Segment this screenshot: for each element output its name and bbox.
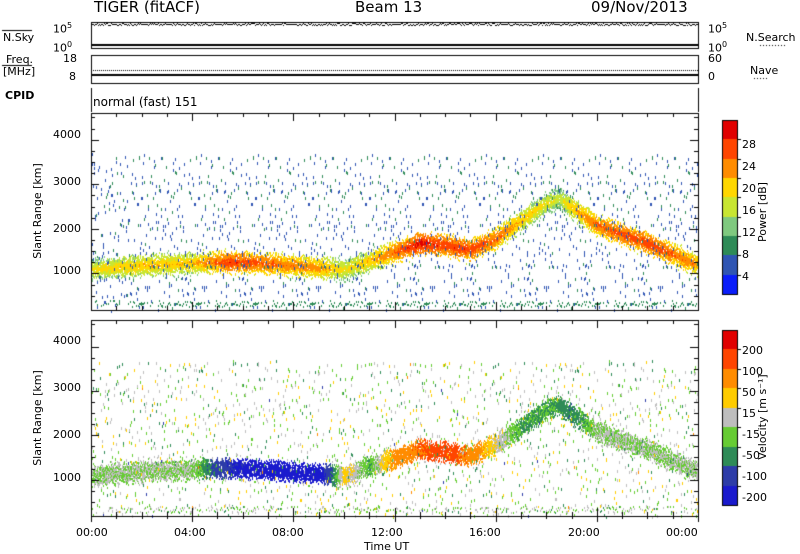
- power-cb-tick-20: 20: [742, 182, 756, 195]
- xtick-0800: 08:00: [272, 526, 304, 539]
- xtick-2400: 00:00: [666, 526, 698, 539]
- xtick-1200: 12:00: [371, 526, 403, 539]
- power-cb-tick-8: 8: [742, 248, 749, 261]
- velocity-colorbar-label: Velocity [m s⁻¹]: [756, 374, 769, 460]
- freq-tick-bottom: 8: [69, 70, 76, 83]
- beam-title: Beam 13: [355, 0, 423, 16]
- vel-ytick-4000: 4000: [53, 334, 81, 347]
- power-cb-tick-24: 24: [742, 160, 756, 173]
- radar-title: TIGER (fitACF): [94, 0, 201, 16]
- power-cb-tick-28: 28: [742, 138, 756, 151]
- power-ytick-3000: 3000: [53, 175, 81, 188]
- freq-tick-top: 18: [63, 52, 77, 65]
- nsearch-label: N.Search: [746, 31, 796, 44]
- power-ytick-4000: 4000: [53, 128, 81, 141]
- vel-cb-tick-200: 200: [742, 344, 763, 357]
- nsky-tick-top: 105: [53, 21, 73, 36]
- nsearch-tick-bottom: 100: [708, 40, 728, 55]
- power-ytick-2000: 2000: [53, 222, 81, 235]
- cpid-label: CPID: [5, 89, 35, 102]
- x-axis-label: Time UT: [364, 540, 410, 553]
- nave-label: Nave: [750, 64, 779, 77]
- power-cb-tick-4: 4: [742, 270, 749, 283]
- vel-cb-tick-neg15: -15: [742, 428, 760, 441]
- cpid-value: normal (fast) 151: [93, 95, 198, 109]
- date-title: 09/Nov/2013: [591, 0, 688, 16]
- freq-label-line1: Freq.: [6, 53, 34, 66]
- vel-ytick-3000: 3000: [53, 381, 81, 394]
- freq-label-line2: [MHz]: [3, 65, 36, 78]
- vel-cb-tick-neg50: -50: [742, 449, 760, 462]
- xtick-0000: 00:00: [76, 526, 108, 539]
- nsky-tick-bottom: 100: [53, 40, 73, 55]
- power-cb-tick-16: 16: [742, 204, 756, 217]
- power-ytick-1000: 1000: [53, 264, 81, 277]
- xtick-2000: 20:00: [568, 526, 600, 539]
- vel-cb-tick-neg200: -200: [742, 491, 767, 504]
- nsearch-tick-top: 105: [708, 21, 728, 36]
- vel-ytick-2000: 2000: [53, 428, 81, 441]
- vel-cb-tick-neg100: -100: [742, 470, 767, 483]
- vel-cb-tick-100: 100: [742, 365, 763, 378]
- vel-cb-tick-15: 15: [742, 407, 756, 420]
- vel-cb-tick-50: 50: [742, 386, 756, 399]
- velocity-ylabel: Slant Range [km]: [31, 370, 44, 466]
- vel-ytick-1000: 1000: [53, 471, 81, 484]
- xtick-0400: 04:00: [174, 526, 206, 539]
- power-colorbar-label: Power [dB]: [756, 182, 769, 242]
- power-ylabel: Slant Range [km]: [31, 163, 44, 259]
- power-cb-tick-12: 12: [742, 226, 756, 239]
- xtick-1600: 16:00: [469, 526, 501, 539]
- nave-tick-top: 60: [708, 52, 722, 65]
- nave-tick-bottom: 0: [708, 70, 715, 83]
- nsky-label: N.Sky: [3, 31, 35, 44]
